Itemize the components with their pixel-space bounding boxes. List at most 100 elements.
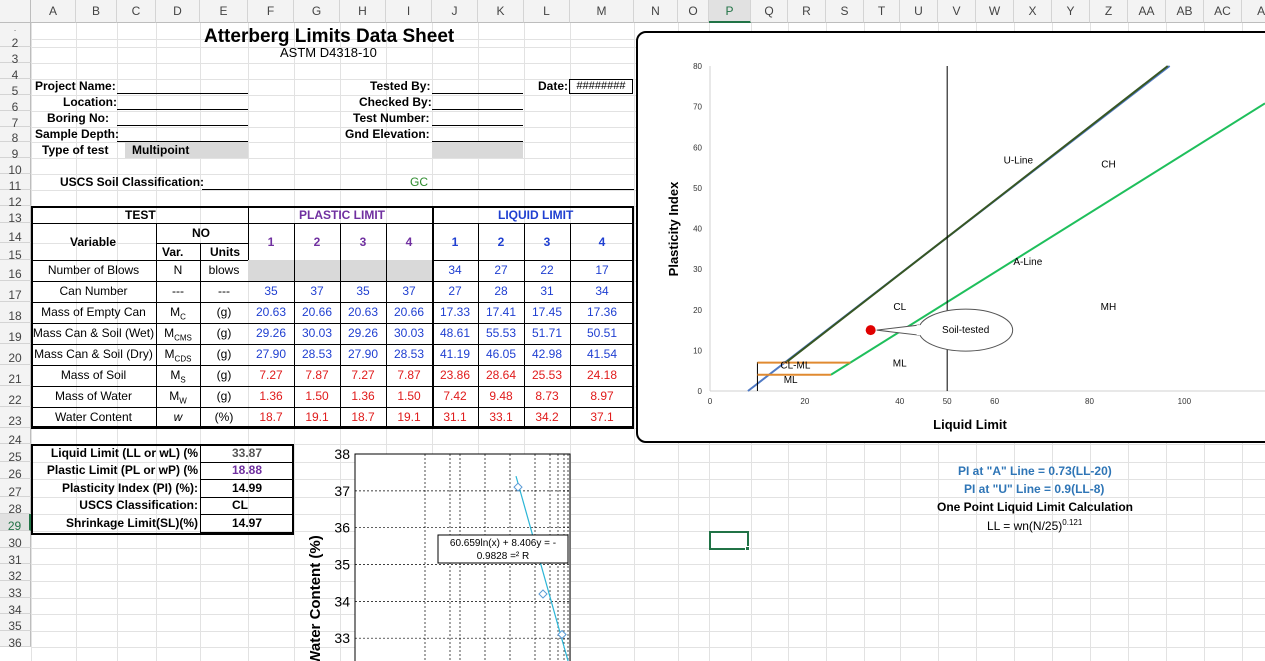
row-header-5[interactable]: 5 bbox=[0, 79, 31, 98]
fill-handle[interactable] bbox=[745, 546, 750, 551]
pl-1-2[interactable] bbox=[294, 260, 340, 281]
ll-5-4[interactable]: 41.54 bbox=[586, 347, 618, 361]
soil-tested-point[interactable] bbox=[865, 325, 876, 336]
column-header-ac[interactable]: AC bbox=[1204, 0, 1242, 23]
column-header-p[interactable]: P bbox=[709, 0, 751, 23]
row-header-3[interactable]: 3 bbox=[0, 47, 31, 66]
flow-point-3[interactable] bbox=[557, 629, 567, 640]
pl-5-4[interactable]: 28.53 bbox=[393, 347, 425, 361]
row-header-19[interactable]: 19 bbox=[0, 323, 31, 344]
column-header-l[interactable]: L bbox=[524, 0, 570, 23]
ll-6-4[interactable]: 24.18 bbox=[586, 368, 618, 382]
pl-4-2[interactable]: 30.03 bbox=[301, 326, 333, 340]
flow-point-1[interactable] bbox=[513, 482, 523, 492]
column-header-ad[interactable]: AD bbox=[1242, 0, 1265, 23]
date-value[interactable]: ######## bbox=[569, 79, 633, 94]
ll-4-3[interactable]: 51.71 bbox=[531, 326, 563, 340]
flow-point-2[interactable] bbox=[538, 589, 548, 599]
row-header-34[interactable]: 34 bbox=[0, 598, 31, 617]
pl-7-2[interactable]: 1.50 bbox=[305, 389, 329, 403]
row-header-17[interactable]: 17 bbox=[0, 281, 31, 302]
pl-2-3[interactable]: 35 bbox=[356, 284, 370, 298]
ll-1-3[interactable]: 22 bbox=[540, 263, 554, 277]
row-header-35[interactable]: 35 bbox=[0, 614, 31, 633]
type-of-test-value[interactable]: Multipoint bbox=[132, 143, 190, 157]
ll-3-1[interactable]: 17.33 bbox=[439, 305, 471, 319]
column-header-u[interactable]: U bbox=[900, 0, 938, 23]
row-header-10[interactable]: 10 bbox=[0, 158, 31, 177]
ll-8-3[interactable]: 34.2 bbox=[535, 410, 559, 424]
column-header-d[interactable]: D bbox=[156, 0, 200, 23]
ll-7-1[interactable]: 7.42 bbox=[443, 389, 467, 403]
row-header-11[interactable]: 11 bbox=[0, 174, 31, 193]
ll-6-2[interactable]: 28.64 bbox=[485, 368, 517, 382]
pl-2-2[interactable]: 37 bbox=[310, 284, 324, 298]
pl-2-1[interactable]: 35 bbox=[264, 284, 278, 298]
ll-5-1[interactable]: 41.19 bbox=[439, 347, 471, 361]
column-header-k[interactable]: K bbox=[478, 0, 524, 23]
pl-7-1[interactable]: 1.36 bbox=[259, 389, 283, 403]
ll-4-2[interactable]: 55.53 bbox=[485, 326, 517, 340]
column-header-f[interactable]: F bbox=[248, 0, 294, 23]
ll-2-3[interactable]: 31 bbox=[540, 284, 554, 298]
select-all-corner[interactable] bbox=[0, 0, 31, 23]
row-header-8[interactable]: 8 bbox=[0, 127, 31, 145]
pl-2-4[interactable]: 37 bbox=[402, 284, 416, 298]
ll-3-2[interactable]: 17.41 bbox=[485, 305, 517, 319]
summary-value-4[interactable]: CL bbox=[232, 498, 248, 512]
column-header-h[interactable]: H bbox=[340, 0, 386, 23]
row-header-25[interactable]: 25 bbox=[0, 444, 31, 464]
pl-5-3[interactable]: 27.90 bbox=[347, 347, 379, 361]
pl-4-1[interactable]: 29.26 bbox=[255, 326, 287, 340]
ll-5-3[interactable]: 42.98 bbox=[531, 347, 563, 361]
pl-3-1[interactable]: 20.63 bbox=[255, 305, 287, 319]
row-header-27[interactable]: 27 bbox=[0, 479, 31, 499]
ll-8-2[interactable]: 33.1 bbox=[489, 410, 513, 424]
column-header-v[interactable]: V bbox=[938, 0, 976, 23]
pl-4-4[interactable]: 30.03 bbox=[393, 326, 425, 340]
ll-6-1[interactable]: 23.86 bbox=[439, 368, 471, 382]
ll-8-1[interactable]: 31.1 bbox=[443, 410, 467, 424]
ll-1-1[interactable]: 34 bbox=[448, 263, 462, 277]
column-header-b[interactable]: B bbox=[76, 0, 117, 23]
pl-7-3[interactable]: 1.36 bbox=[351, 389, 375, 403]
pl-6-4[interactable]: 7.87 bbox=[397, 368, 421, 382]
pl-3-3[interactable]: 20.63 bbox=[347, 305, 379, 319]
row-header-28[interactable]: 28 bbox=[0, 497, 31, 516]
uscs-value[interactable]: GC bbox=[410, 175, 428, 189]
column-header-ab[interactable]: AB bbox=[1166, 0, 1204, 23]
column-header-m[interactable]: M bbox=[570, 0, 634, 23]
ll-7-4[interactable]: 8.97 bbox=[590, 389, 614, 403]
row-header-33[interactable]: 33 bbox=[0, 581, 31, 600]
row-header-36[interactable]: 36 bbox=[0, 631, 31, 650]
row-header-30[interactable]: 30 bbox=[0, 531, 31, 550]
ll-3-4[interactable]: 17.36 bbox=[586, 305, 618, 319]
row-header-9[interactable]: 9 bbox=[0, 142, 31, 161]
column-header-x[interactable]: X bbox=[1014, 0, 1052, 23]
pl-7-4[interactable]: 1.50 bbox=[397, 389, 421, 403]
ll-7-3[interactable]: 8.73 bbox=[535, 389, 559, 403]
row-header-26[interactable]: 26 bbox=[0, 462, 31, 481]
ll-5-2[interactable]: 46.05 bbox=[485, 347, 517, 361]
summary-value-3[interactable]: 14.99 bbox=[232, 481, 263, 495]
pl-3-4[interactable]: 20.66 bbox=[393, 305, 425, 319]
row-header-21[interactable]: 21 bbox=[0, 365, 31, 386]
row-header-23[interactable]: 23 bbox=[0, 407, 31, 428]
summary-value-1[interactable]: 33.87 bbox=[232, 446, 263, 460]
column-header-r[interactable]: R bbox=[788, 0, 826, 23]
row-header-32[interactable]: 32 bbox=[0, 564, 31, 583]
column-header-s[interactable]: S bbox=[826, 0, 864, 23]
row-header-14[interactable]: 14 bbox=[0, 223, 31, 244]
selected-cell[interactable] bbox=[709, 531, 749, 550]
row-header-16[interactable]: 16 bbox=[0, 260, 31, 281]
column-header-y[interactable]: Y bbox=[1052, 0, 1090, 23]
row-header-24[interactable]: 24 bbox=[0, 428, 31, 447]
pl-8-3[interactable]: 18.7 bbox=[351, 410, 375, 424]
row-header-7[interactable]: 7 bbox=[0, 111, 31, 130]
ll-2-2[interactable]: 28 bbox=[494, 284, 508, 298]
column-header-t[interactable]: T bbox=[864, 0, 900, 23]
ll-4-1[interactable]: 48.61 bbox=[439, 326, 471, 340]
pl-8-1[interactable]: 18.7 bbox=[259, 410, 283, 424]
ll-8-4[interactable]: 37.1 bbox=[590, 410, 614, 424]
flow-curve-chart[interactable]: 33 34 35 36 37 38 60.659ln(x) + 8.406y = - 0.9… bbox=[300, 440, 590, 661]
